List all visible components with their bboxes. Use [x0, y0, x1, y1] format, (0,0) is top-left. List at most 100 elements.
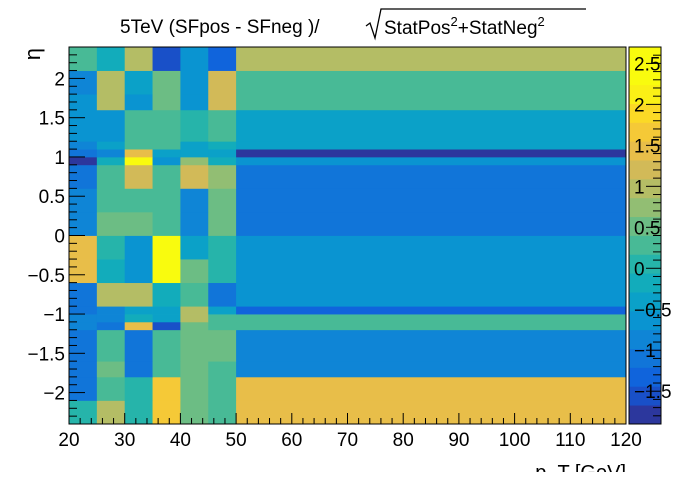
heatmap-cell: [152, 211, 181, 236]
palette-band: [629, 141, 661, 161]
x-axis-label: p_T [GeV]: [535, 462, 626, 472]
heatmap-cell: [124, 156, 153, 166]
heatmap-cell: [180, 259, 209, 284]
x-tick-label: 30: [114, 430, 135, 451]
palette-band: [629, 216, 661, 236]
heatmap-cell: [69, 188, 98, 213]
heatmap-cell: [69, 164, 98, 189]
heatmap-cell: [208, 164, 237, 189]
heatmap-cell: [96, 259, 126, 284]
heatmap-cell: [69, 94, 98, 111]
y-tick-label: 1.5: [39, 109, 65, 130]
heatmap-cell: [152, 141, 181, 150]
heatmap-cell: [124, 188, 153, 213]
heatmap-cell: [208, 141, 237, 150]
heatmap-cell: [96, 376, 126, 401]
heatmap-cell: [96, 47, 126, 71]
heatmap-cell: [124, 329, 153, 362]
z-tick-label: −1: [634, 341, 656, 362]
heatmap-cell: [152, 376, 181, 401]
heatmap-cell: [96, 282, 126, 307]
heatmap-cell: [124, 235, 153, 260]
x-tick-label: 60: [281, 430, 302, 451]
z-tick-label: 0: [634, 259, 645, 280]
heatmap-cell: [69, 156, 98, 166]
x-tick-label: 70: [337, 430, 358, 451]
heatmap-cell: [236, 211, 627, 236]
heatmap-cells: [69, 47, 627, 425]
heatmap-cell: [236, 156, 627, 166]
palette-band: [629, 292, 661, 312]
heatmap-cell: [124, 282, 153, 307]
palette-band: [629, 178, 661, 199]
heatmap-cell: [96, 141, 126, 150]
palette-band: [629, 84, 661, 104]
heatmap-cell: [180, 306, 209, 315]
y-tick-label: 0: [54, 227, 65, 248]
y-tick-label: −1: [43, 305, 65, 326]
heatmap-cell: [69, 141, 98, 150]
palette-band: [629, 405, 661, 425]
color-palette: [629, 47, 661, 425]
heatmap-cell: [69, 376, 98, 401]
heatmap-cell: [208, 361, 237, 378]
heatmap-cell: [152, 235, 181, 260]
heatmap-cell: [236, 282, 627, 307]
x-tick-label: 110: [555, 430, 585, 451]
y-axis-label: η: [20, 48, 45, 60]
heatmap-cell: [236, 321, 627, 331]
title-sqrt-text: StatPos: [384, 18, 451, 39]
heatmap-cell: [208, 314, 237, 323]
y-tick-label: −2: [43, 384, 65, 405]
heatmap-cell: [236, 164, 627, 189]
y-tick-label: −1.5: [27, 344, 65, 365]
heatmap-cell: [236, 109, 627, 142]
heatmap-cell: [152, 321, 181, 331]
heatmap-cell: [69, 235, 98, 260]
heatmap-cell: [180, 235, 209, 260]
heatmap-cell: [180, 361, 209, 378]
heatmap-cell: [69, 306, 98, 315]
x-tick-label: 20: [58, 430, 79, 451]
heatmap-cell: [236, 361, 627, 378]
heatmap-cell: [69, 259, 98, 284]
heatmap-cell: [180, 376, 209, 401]
heatmap-cell: [236, 329, 627, 362]
heatmap-cell: [69, 282, 98, 307]
heatmap-cell: [180, 156, 209, 166]
title-sqrt-group: StatPos2+StatNeg2: [384, 14, 545, 39]
heatmap-cell: [208, 329, 237, 362]
heatmap-cell: [152, 259, 181, 284]
heatmap-cell: [96, 235, 126, 260]
title-mid-text: +StatNeg: [458, 18, 538, 39]
heatmap-cell: [180, 321, 209, 331]
heatmap-cell: [180, 164, 209, 189]
palette-band: [629, 254, 661, 274]
heatmap-cell: [96, 321, 126, 331]
heatmap-cell: [124, 70, 153, 95]
heatmap-cell: [69, 149, 98, 158]
heatmap-cell: [208, 400, 237, 425]
palette-band: [629, 329, 661, 349]
x-tick-label: 50: [226, 430, 247, 451]
heatmap-cell: [208, 321, 237, 331]
heatmap-cell: [96, 164, 126, 189]
heatmap-cell: [208, 259, 237, 284]
heatmap-cell: [96, 306, 126, 315]
heatmap-cell: [208, 235, 237, 260]
heatmap-cell: [152, 70, 181, 95]
x-tick-label: 120: [610, 430, 642, 451]
palette-band: [629, 235, 661, 255]
heatmap-cell: [124, 149, 153, 158]
x-tick-label: 80: [393, 430, 414, 451]
palette-band: [629, 197, 661, 218]
heatmap-cell: [208, 282, 237, 307]
heatmap-cell: [236, 235, 627, 260]
heatmap-cell: [180, 282, 209, 307]
heatmap-cell: [69, 47, 98, 71]
heatmap-cell: [152, 109, 181, 142]
heatmap-cell: [208, 149, 237, 158]
heatmap-cell: [236, 400, 627, 425]
